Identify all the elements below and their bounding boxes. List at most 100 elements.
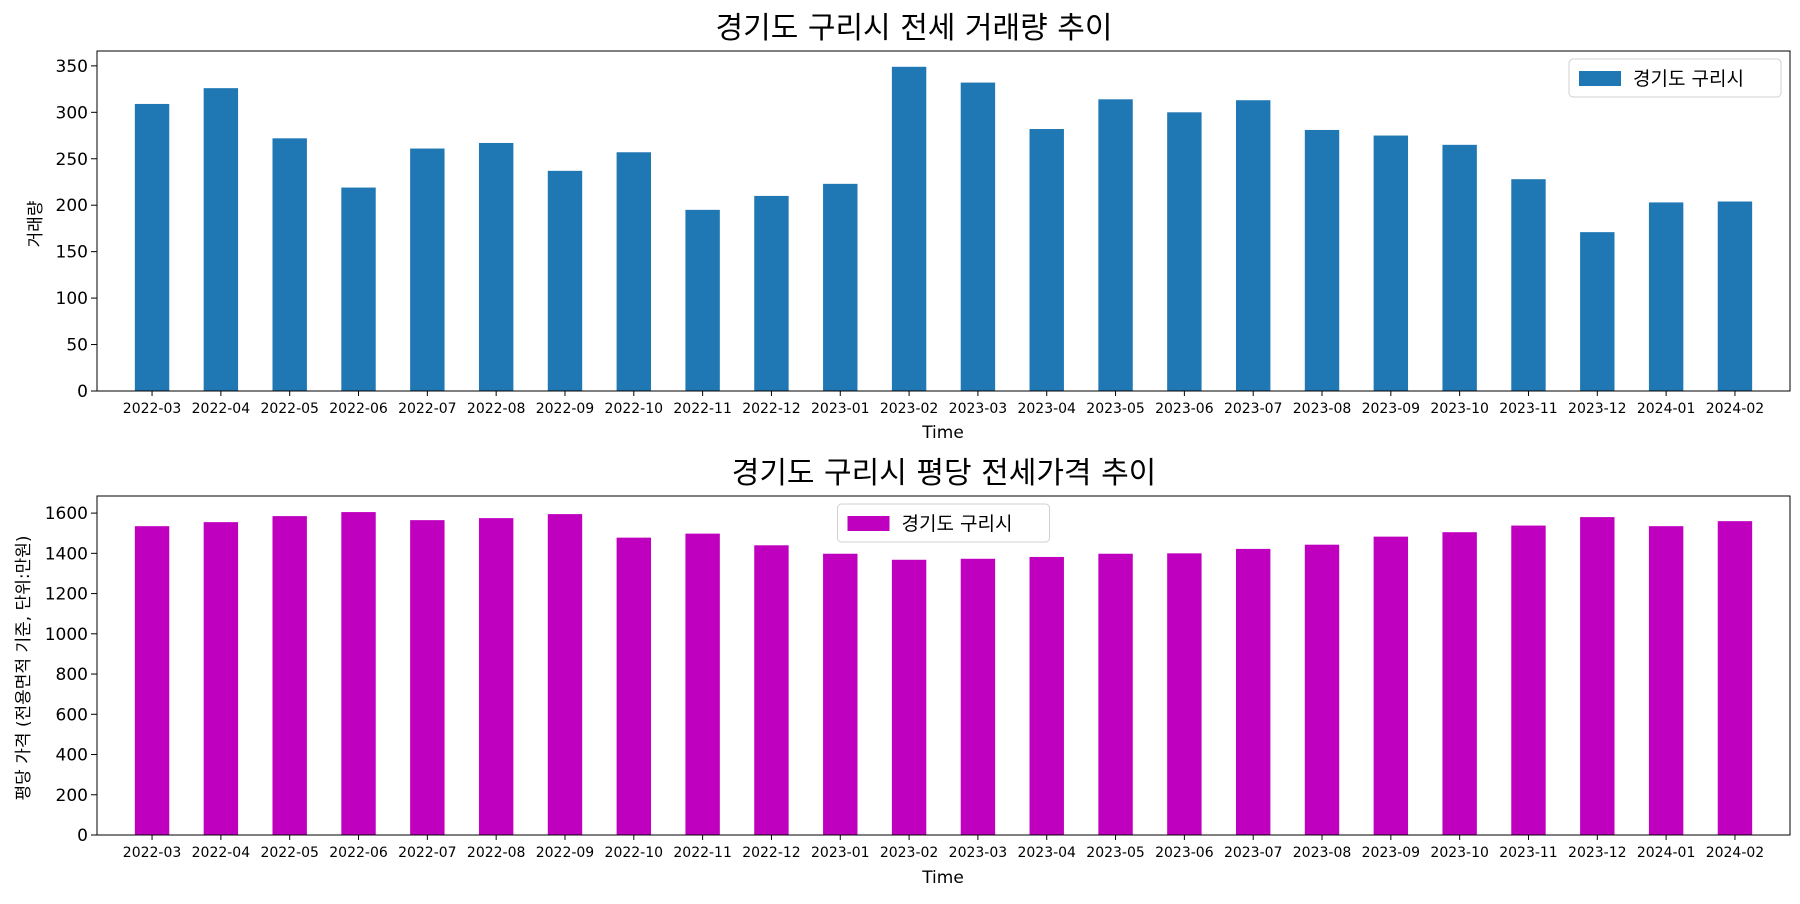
volume-x-tick-label: 2022-04	[192, 401, 251, 417]
volume-bar-2023-01	[823, 183, 858, 391]
volume-x-tick-label: 2022-11	[673, 401, 732, 417]
price-plot-frame	[96, 495, 1791, 836]
volume-x-tick-label: 2023-05	[1086, 401, 1145, 417]
price-bar-2022-11	[685, 533, 720, 835]
price-bar-2023-10	[1442, 532, 1477, 835]
volume-bar-2024-02	[1717, 201, 1753, 391]
price-y-tick-label: 800	[56, 665, 88, 685]
price-x-tick-label: 2022-11	[673, 845, 732, 861]
price-x-tick-label: 2023-12	[1568, 845, 1627, 861]
price-x-tick-label: 2023-01	[811, 845, 870, 861]
volume-y-axis-label: 거래량	[26, 200, 46, 247]
price-bar-2023-11	[1511, 525, 1546, 835]
volume-bar-2023-08	[1304, 129, 1340, 391]
price-x-tick-label: 2022-03	[123, 845, 182, 861]
volume-x-tick-label: 2023-07	[1224, 401, 1283, 417]
volume-x-tick-label: 2022-09	[536, 401, 595, 417]
volume-x-tick-label: 2023-08	[1293, 401, 1352, 417]
price-bar-2023-08	[1304, 544, 1340, 835]
price-bar-2023-07	[1235, 548, 1271, 835]
price-y-axis-label: 평당 가격 (전용면적 기준, 단위:만원)	[14, 536, 34, 801]
volume-x-tick-label: 2022-07	[398, 401, 457, 417]
price-bar-2022-04	[203, 522, 239, 835]
price-x-tick-label: 2022-08	[467, 845, 526, 861]
volume-x-tick-label: 2023-12	[1568, 401, 1627, 417]
volume-bar-2023-12	[1580, 232, 1615, 391]
volume-y-tick-label: 300	[56, 103, 88, 123]
price-x-axis-label: Time	[921, 868, 964, 888]
price-x-tick-label: 2023-05	[1086, 845, 1145, 861]
price-x-tick-label: 2022-06	[329, 845, 388, 861]
volume-chart: 경기도 구리시 전세 거래량 추이 거래량 Time 0 50 100 150 200 2…	[26, 11, 1791, 443]
volume-x-tick-label: 2023-11	[1499, 401, 1558, 417]
volume-bar-2023-06	[1167, 112, 1202, 391]
price-legend-box	[837, 503, 1050, 543]
volume-bar-2022-11	[685, 209, 720, 391]
price-bar-2022-06	[341, 512, 376, 835]
volume-x-tick-label: 2022-06	[329, 401, 388, 417]
price-x-tick-label: 2024-01	[1637, 845, 1696, 861]
price-y-tick-label: 1000	[45, 625, 88, 645]
price-y-tick-label: 1200	[45, 585, 88, 605]
price-legend-label: 경기도 구리시	[902, 513, 1013, 535]
volume-legend-label: 경기도 구리시	[1633, 68, 1744, 90]
volume-y-tick-label: 350	[56, 57, 88, 77]
volume-bar-2022-05	[272, 138, 307, 391]
price-x-tick-label: 2023-09	[1362, 845, 1421, 861]
volume-bar-2024-01	[1648, 202, 1684, 391]
volume-bar-2022-08	[478, 142, 514, 391]
volume-x-axis-label: Time	[921, 423, 964, 443]
volume-y-tick-label: 250	[56, 150, 88, 170]
price-y-tick-label: 1400	[45, 544, 88, 564]
volume-x-tick-label: 2023-03	[949, 401, 1008, 417]
price-x-tick-label: 2022-05	[260, 845, 319, 861]
volume-x-tick-label: 2023-01	[811, 401, 870, 417]
volume-x-tick-label: 2023-06	[1155, 401, 1214, 417]
price-legend: 경기도 구리시	[837, 503, 1050, 543]
price-bar-2023-04	[1029, 556, 1064, 835]
price-bar-2022-07	[410, 520, 445, 835]
price-x-tick-label: 2023-03	[949, 845, 1008, 861]
price-chart: 경기도 구리시 평당 전세가격 추이 평당 가격 (전용면적 기준, 단위:만원…	[14, 456, 1791, 888]
price-bar-2022-08	[478, 518, 514, 835]
volume-bar-2022-12	[754, 195, 789, 391]
price-x-tick-label: 2024-02	[1706, 845, 1765, 861]
volume-x-tick-label: 2022-12	[742, 401, 801, 417]
volume-bar-2023-09	[1373, 135, 1409, 391]
price-x-tick-label: 2022-12	[742, 845, 801, 861]
price-y-tick-label: 1600	[45, 504, 88, 524]
volume-x-tick-label: 2024-01	[1637, 401, 1696, 417]
volume-legend-swatch	[1579, 71, 1621, 86]
volume-bar-2023-04	[1029, 129, 1064, 391]
volume-x-tick-label: 2022-10	[605, 401, 664, 417]
volume-legend-box	[1568, 58, 1782, 98]
price-y-tick-label: 400	[56, 746, 88, 766]
price-x-tick-label: 2023-07	[1224, 845, 1283, 861]
volume-y-tick-label: 100	[56, 289, 88, 309]
volume-x-tick-label: 2023-10	[1430, 401, 1489, 417]
price-x-tick-label: 2023-08	[1293, 845, 1352, 861]
price-bar-2022-10	[616, 537, 652, 835]
volume-chart-title: 경기도 구리시 전세 거래량 추이	[716, 11, 1113, 46]
price-bar-2024-02	[1717, 521, 1753, 835]
price-bar-2022-05	[272, 516, 307, 835]
volume-bar-2022-03	[134, 103, 170, 391]
volume-bar-2022-09	[547, 170, 583, 391]
price-bar-2022-03	[134, 526, 170, 835]
volume-plot-frame	[96, 50, 1791, 392]
volume-bar-2022-10	[616, 152, 652, 391]
volume-y-tick-label: 200	[56, 196, 88, 216]
price-bar-2023-09	[1373, 536, 1409, 835]
volume-bar-2023-10	[1442, 144, 1477, 391]
price-x-tick-label: 2023-10	[1430, 845, 1489, 861]
price-x-tick-label: 2023-04	[1017, 845, 1076, 861]
volume-x-tick-label: 2022-08	[467, 401, 526, 417]
price-bar-2023-03	[960, 558, 996, 835]
volume-y-tick-label: 0	[77, 382, 88, 402]
volume-y-tick-label: 50	[66, 336, 88, 356]
price-x-tick-label: 2022-09	[536, 845, 595, 861]
volume-x-tick-label: 2023-02	[880, 401, 939, 417]
volume-bar-2022-04	[203, 88, 239, 391]
